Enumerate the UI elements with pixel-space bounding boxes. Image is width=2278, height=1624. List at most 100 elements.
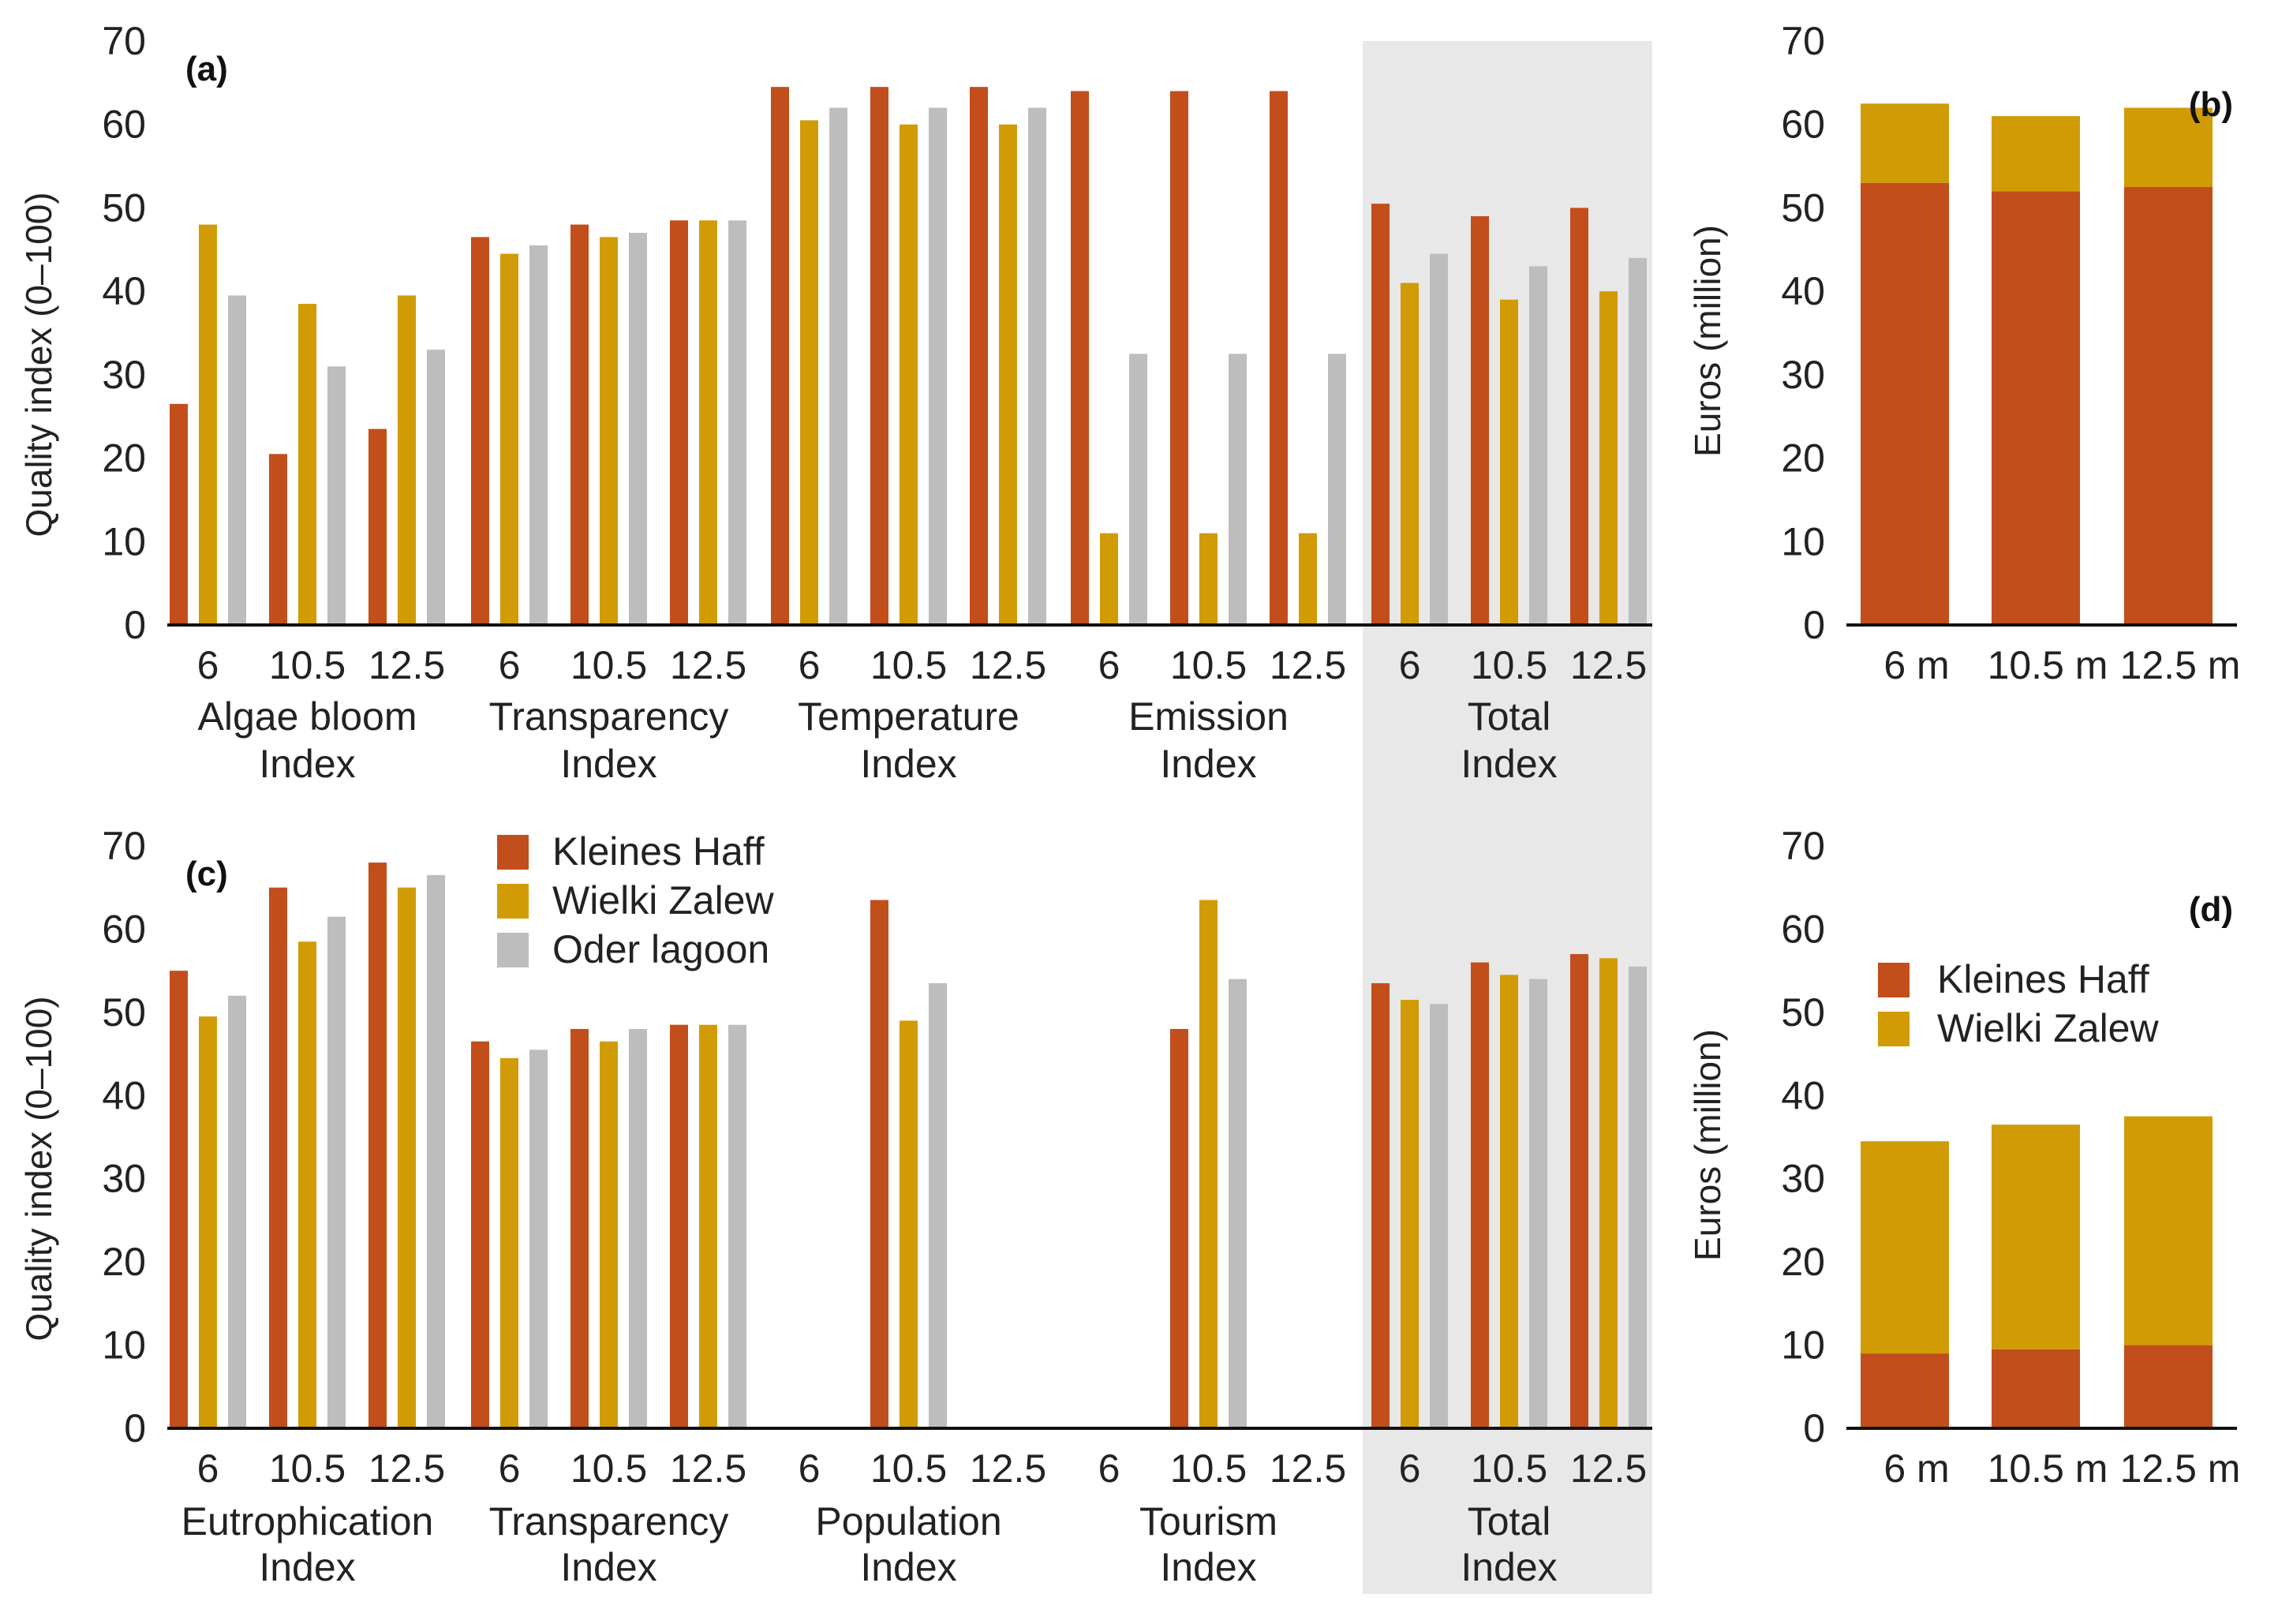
panel-b-ytick-label: 0 xyxy=(1803,603,1825,647)
panel-c-ytick-label: 50 xyxy=(102,990,146,1035)
panel-c-ytick-label: 60 xyxy=(102,907,146,951)
panel-a-bar-kleines-haff xyxy=(1170,91,1188,625)
panel-c-ytick-label: 10 xyxy=(102,1323,146,1368)
panel-c-bar-kleines-haff xyxy=(170,971,188,1428)
panel-a-ytick-label: 30 xyxy=(102,353,146,397)
panel-c-group-label: Index xyxy=(1461,1545,1557,1589)
legend-c-swatch xyxy=(497,933,529,967)
panel-c-xtick-label: 12.5 xyxy=(1570,1446,1647,1491)
panel-c-ytick-label: 20 xyxy=(102,1240,146,1284)
panel-a-bar-oder-lagoon xyxy=(1028,107,1046,626)
panel-d-panel-label: (d) xyxy=(2189,890,2233,929)
panel-a-bar-oder-lagoon xyxy=(728,220,746,625)
panel-a-bar-wielki-zalew xyxy=(900,124,918,625)
panel-c-bar-oder-lagoon xyxy=(327,916,346,1428)
panel-c-bar-oder-lagoon xyxy=(228,995,246,1428)
panel-c-bar-wielki-zalew xyxy=(1199,900,1218,1428)
panel-a-xtick-label: 12.5 xyxy=(1270,643,1346,687)
panel-c-bar-wielki-zalew xyxy=(398,887,416,1428)
panel-c-xtick-label: 6 xyxy=(499,1446,521,1491)
panel-d-ytick-label: 10 xyxy=(1781,1323,1825,1368)
panel-a-bar-oder-lagoon xyxy=(929,107,947,626)
panel-a-bar-kleines-haff xyxy=(1471,216,1489,625)
panel-c-bar-kleines-haff xyxy=(368,863,387,1428)
panel-b-bar-kleines-haff xyxy=(1861,182,1949,625)
panel-d-ytick-label: 40 xyxy=(1781,1073,1825,1117)
legend-d-swatch xyxy=(1878,963,1910,997)
panel-c-bar-oder-lagoon xyxy=(929,982,947,1428)
panel-a-bar-wielki-zalew xyxy=(1599,291,1618,625)
panel-c-xtick-label: 6 xyxy=(1399,1446,1421,1491)
panel-a-xtick-label: 12.5 xyxy=(1570,643,1647,687)
panel-a-bar-oder-lagoon xyxy=(1328,354,1346,625)
panel-a-bar-wielki-zalew xyxy=(199,224,217,625)
panel-a-group-label: Transparency xyxy=(489,694,729,739)
panel-d-bar-wielki-zalew xyxy=(1861,1141,1949,1354)
panel-a-bar-oder-lagoon xyxy=(327,366,346,625)
panel-a-bar-kleines-haff xyxy=(771,87,789,625)
panel-c-bar-wielki-zalew xyxy=(699,1024,717,1428)
panel-d-bar-kleines-haff xyxy=(2124,1345,2213,1428)
panel-c-bar-wielki-zalew xyxy=(1599,958,1618,1428)
panel-a-bar-wielki-zalew xyxy=(699,220,717,625)
panel-d-bar-kleines-haff xyxy=(1861,1353,1949,1428)
panel-a-bar-wielki-zalew xyxy=(1299,533,1317,625)
panel-b-bar-wielki-zalew xyxy=(1861,103,1949,183)
panel-a-bar-oder-lagoon xyxy=(1629,257,1647,625)
panel-c-bar-kleines-haff xyxy=(1170,1028,1188,1428)
panel-a-bar-wielki-zalew xyxy=(1401,283,1419,625)
panel-d-ytick-label: 20 xyxy=(1781,1240,1825,1284)
panel-c-xtick-label: 10.5 xyxy=(870,1446,947,1491)
panel-a-bar-wielki-zalew xyxy=(600,237,618,625)
panel-c-ytick-label: 70 xyxy=(102,824,146,868)
panel-d-ylabel: Euros (million) xyxy=(1687,1029,1728,1261)
panel-c-group-label: Index xyxy=(560,1545,656,1589)
panel-a-bar-wielki-zalew xyxy=(1199,533,1218,625)
legend-c-swatch xyxy=(497,884,529,919)
panel-c-xtick-label: 12.5 xyxy=(970,1446,1046,1491)
panel-d-bar-wielki-zalew xyxy=(1992,1124,2080,1349)
panel-c-bar-kleines-haff xyxy=(1371,982,1390,1428)
panel-c-xtick-label: 10.5 xyxy=(269,1446,346,1491)
panel-a-bar-wielki-zalew xyxy=(298,304,316,625)
panel-a-bar-oder-lagoon xyxy=(629,233,647,625)
panel-a-bar-kleines-haff xyxy=(1071,91,1089,625)
panel-a-bar-kleines-haff xyxy=(1270,91,1288,625)
panel-c-group-label: Index xyxy=(860,1545,956,1589)
panel-a-bar-oder-lagoon xyxy=(1430,253,1448,625)
panel-b-ylabel: Euros (million) xyxy=(1687,225,1728,457)
panel-a-bar-kleines-haff xyxy=(269,454,287,625)
panel-b-ytick-label: 10 xyxy=(1781,519,1825,563)
panel-a-ytick-label: 60 xyxy=(102,103,146,147)
legend-c-label: Oder lagoon xyxy=(552,927,769,971)
panel-d-bar-wielki-zalew xyxy=(2124,1116,2213,1345)
panel-a-xtick-label: 12.5 xyxy=(368,643,445,687)
panel-b-ytick-label: 30 xyxy=(1781,353,1825,397)
panel-c-bar-kleines-haff xyxy=(1570,954,1588,1428)
panel-a-bar-oder-lagoon xyxy=(1129,354,1147,625)
panel-a-group-label: Index xyxy=(560,742,656,786)
panel-d-xtick-label: 6 m xyxy=(1883,1446,1949,1491)
panel-a-xtick-label: 12.5 xyxy=(970,643,1046,687)
panel-c-group-label: Index xyxy=(259,1545,355,1589)
panel-c-bar-oder-lagoon xyxy=(629,1028,647,1428)
panel-a-group-label: Temperature xyxy=(798,694,1019,739)
panel-c-bar-wielki-zalew xyxy=(298,941,316,1428)
panel-b-xtick-label: 6 m xyxy=(1883,643,1949,687)
panel-a-xtick-label: 6 xyxy=(1098,643,1120,687)
panel-a-group-label: Index xyxy=(1160,742,1256,786)
panel-a-bar-wielki-zalew xyxy=(1100,533,1118,625)
panel-c-bar-oder-lagoon xyxy=(1629,966,1647,1428)
panel-d-xtick-label: 10.5 m xyxy=(1988,1446,2108,1491)
panel-c-bar-wielki-zalew xyxy=(1500,975,1518,1428)
panel-c-xtick-label: 12.5 xyxy=(1270,1446,1346,1491)
panel-a-ytick-label: 40 xyxy=(102,269,146,313)
panel-b-bar-wielki-zalew xyxy=(2124,107,2213,187)
legend-c-label: Wielki Zalew xyxy=(552,878,774,922)
panel-b-panel-label: (b) xyxy=(2189,85,2233,124)
panel-a-bar-wielki-zalew xyxy=(398,295,416,625)
panel-a-bar-oder-lagoon xyxy=(427,350,445,625)
legend-c-label: Kleines Haff xyxy=(552,829,765,874)
panel-c-group-label: Eutrophication xyxy=(181,1499,434,1544)
panel-c-group-label: Tourism xyxy=(1139,1499,1277,1544)
